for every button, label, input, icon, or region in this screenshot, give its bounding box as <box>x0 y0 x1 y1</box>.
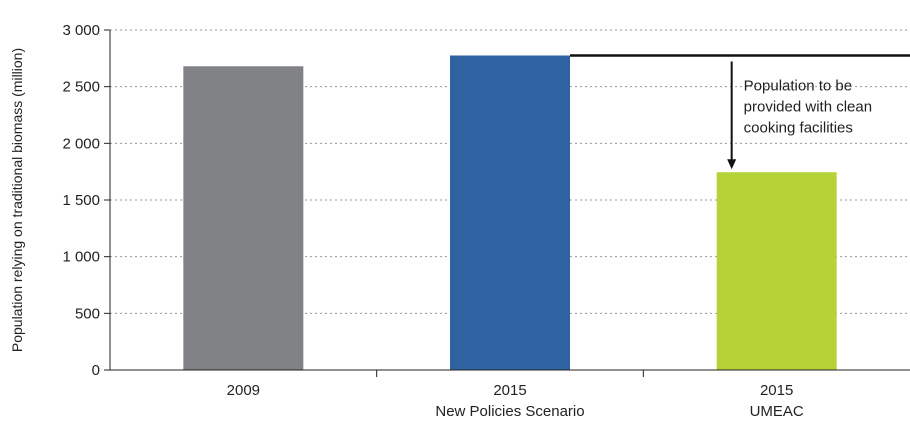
category-label-line2: UMEAC <box>750 403 804 420</box>
y-tick-labels: 0 500 1 000 1 500 2 000 2 500 3 000 <box>62 22 100 379</box>
category-label-line1: 2015 <box>760 382 793 399</box>
bar-2015-umeac <box>716 172 837 370</box>
annotation-text: Population to be provided with clean coo… <box>744 78 877 137</box>
bar-2009 <box>183 66 304 371</box>
y-tick-label: 500 <box>75 305 100 322</box>
category-label-line1: 2009 <box>227 382 260 399</box>
y-tick-label: 3 000 <box>62 22 100 39</box>
y-tick-label: 2 500 <box>62 79 100 96</box>
category-label-line1: 2015 <box>493 382 526 399</box>
bar-2015-new-policies <box>450 55 570 370</box>
annotation-line-1: Population to be <box>744 78 852 95</box>
category-labels: 2009 2015 New Policies Scenario 2015 UMEAC <box>227 382 804 420</box>
y-tick-label: 2 000 <box>62 135 100 152</box>
y-tick-label: 0 <box>92 362 100 379</box>
annotation: Population to be provided with clean coo… <box>570 54 910 170</box>
y-tick-label: 1 500 <box>62 192 100 209</box>
annotation-line-2: provided with clean <box>744 99 872 116</box>
y-tick-label: 1 000 <box>62 249 100 266</box>
axes <box>109 30 910 371</box>
bars <box>183 55 837 377</box>
y-axis-title: Population relying on traditional biomas… <box>9 48 25 352</box>
arrow-head <box>727 159 737 170</box>
category-label-line2: New Policies Scenario <box>435 403 584 420</box>
annotation-line-3: cooking facilities <box>744 120 853 137</box>
